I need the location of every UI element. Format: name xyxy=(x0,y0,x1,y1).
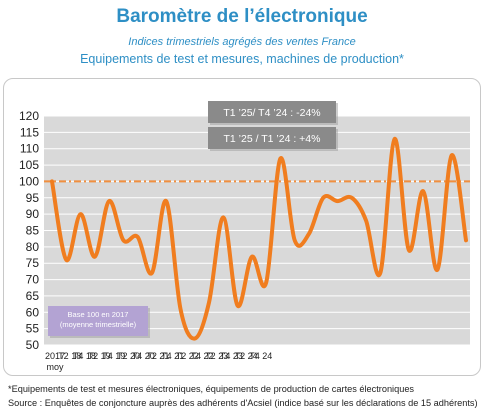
annotation-text: (moyenne trimestrielle) xyxy=(60,320,137,329)
y-tick-label: 60 xyxy=(26,305,40,319)
callout-y-over-y: T1 ’25 / T1 ’24 : +4% xyxy=(208,127,338,151)
footnote-source: Source : Enquêtes de conjoncture auprès … xyxy=(8,398,478,408)
y-tick-label: 65 xyxy=(26,289,40,303)
x-tick-label: T4 21 xyxy=(161,351,184,361)
y-tick-label: 85 xyxy=(26,224,40,238)
x-tick-label: T4 23 xyxy=(220,351,243,361)
x-tick-label: T2 22 xyxy=(176,351,199,361)
annotation-text: Base 100 en 2017 xyxy=(68,310,129,319)
footnote-definition: *Equipements de test et mesures électron… xyxy=(8,384,415,394)
x-tick-label: T2 23 xyxy=(205,351,228,361)
x-tick-label: T2 19 xyxy=(88,351,111,361)
x-tick-label: T2 21 xyxy=(146,351,169,361)
x-tick-label: T4 18 xyxy=(73,351,96,361)
x-tick-label: T4 20 xyxy=(132,351,155,361)
y-tick-label: 105 xyxy=(19,158,39,172)
y-tick-label: 55 xyxy=(26,322,40,336)
y-tick-label: 50 xyxy=(26,338,40,352)
x-tick-label: T4 19 xyxy=(102,351,125,361)
chart-title: Baromètre de l’électronique xyxy=(116,6,368,27)
annotation-text: T1 ’25/ T4 ’24 : -24% xyxy=(223,107,320,119)
x-tick-label: T4 24 xyxy=(249,351,272,361)
y-tick-label: 90 xyxy=(26,207,40,221)
x-tick-label: T2 24 xyxy=(235,351,258,361)
y-axis-ticks: 50 55 60 65 70 75 80 85 90 95 100 105 110 115 120 xyxy=(19,109,39,352)
chart-subtitle: Indices trimestriels agrégés des ventes … xyxy=(128,36,356,48)
x-tick-label: moy xyxy=(46,362,64,372)
callouts: T1 ’25/ T4 ’24 : -24% T1 ’25 / T1 ’24 : +… xyxy=(48,101,338,338)
y-tick-label: 100 xyxy=(19,174,39,188)
base-100-note: Base 100 en 2017(moyenne trimestrielle) xyxy=(48,306,150,338)
y-tick-label: 70 xyxy=(26,273,40,287)
x-tick-label: T2 20 xyxy=(117,351,140,361)
annotation-text: T1 ’25 / T1 ’24 : +4% xyxy=(224,133,321,145)
y-tick-label: 115 xyxy=(20,125,39,139)
y-tick-label: 95 xyxy=(26,191,40,205)
x-tick-label: 2017 xyxy=(45,351,65,361)
x-tick-label: T4 22 xyxy=(190,351,213,361)
y-tick-label: 75 xyxy=(26,256,40,270)
callout-q-over-q: T1 ’25/ T4 ’24 : -24% xyxy=(208,101,338,125)
y-tick-label: 80 xyxy=(26,240,40,254)
x-tick-label: T2 18 xyxy=(58,351,81,361)
y-tick-label: 110 xyxy=(20,142,39,156)
series-line xyxy=(50,136,468,341)
y-tick-label: 120 xyxy=(19,109,39,123)
chart-subtitle-category: Equipements de test et mesures, machines… xyxy=(80,52,404,66)
